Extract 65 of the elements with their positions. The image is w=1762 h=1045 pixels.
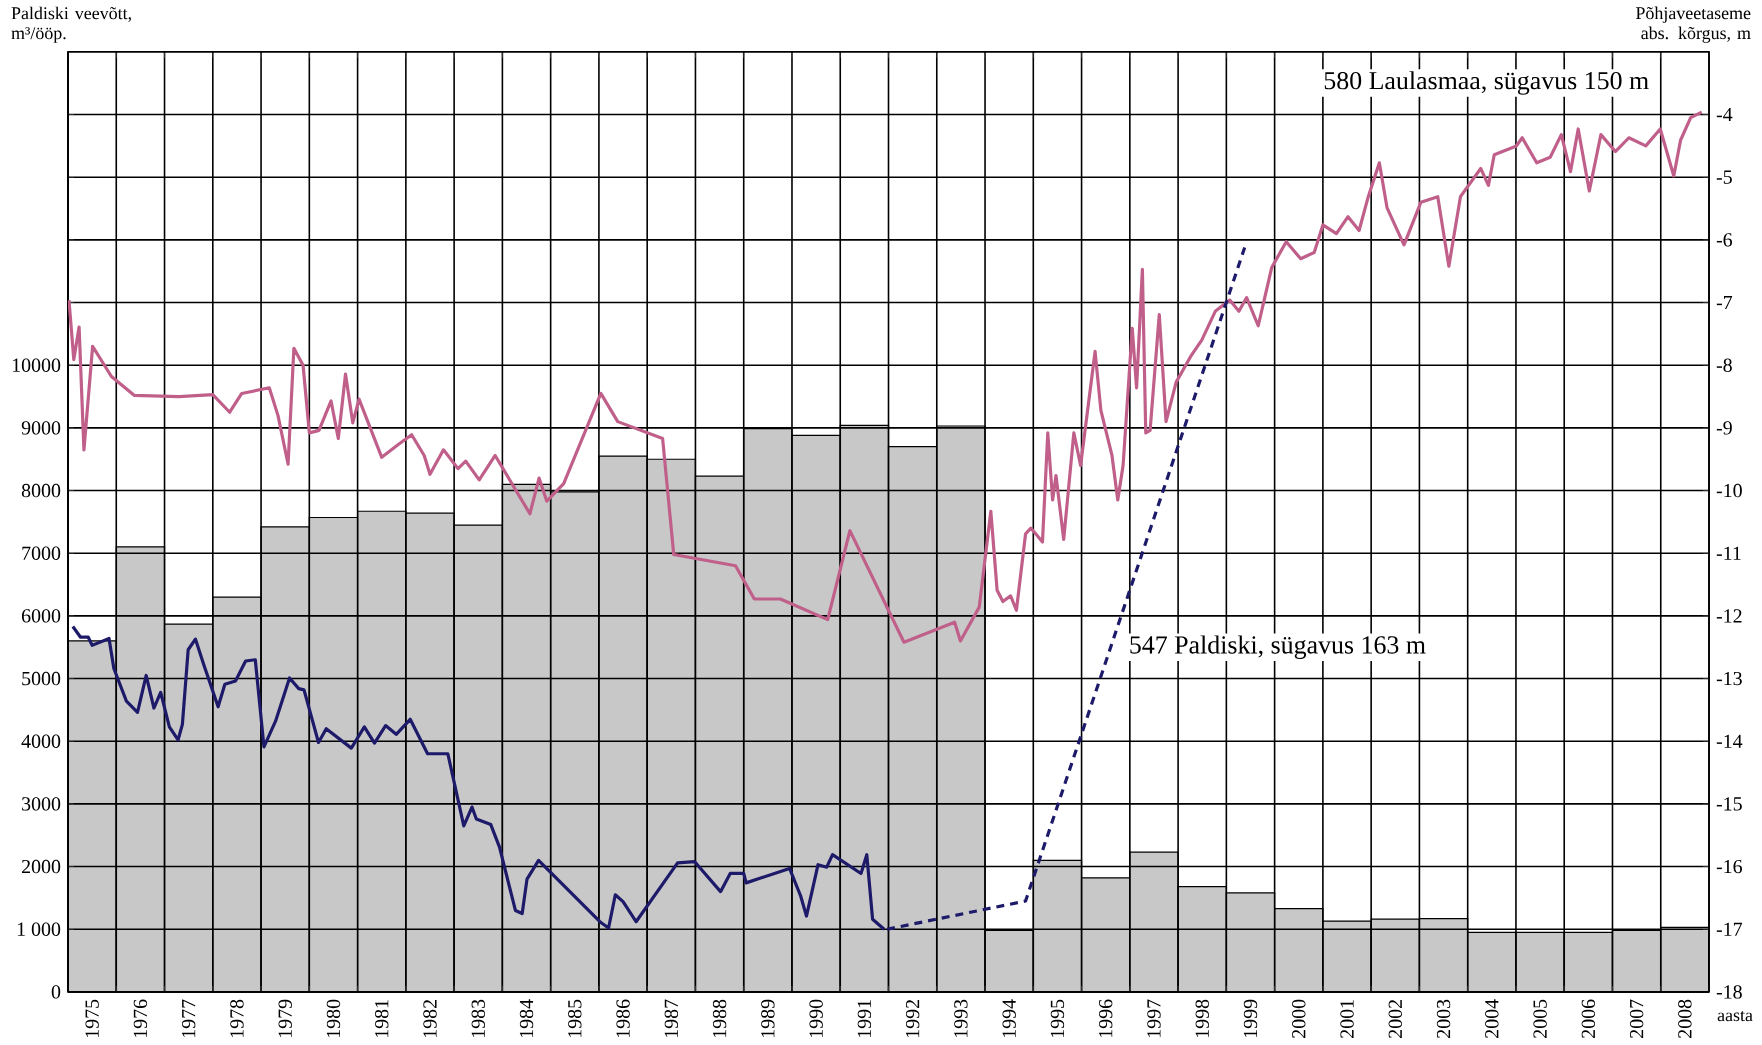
x-tick-label: 1981	[375, 999, 389, 1037]
y-tick-label: 1 000	[17, 922, 61, 936]
x-tick-label: 1999	[1243, 999, 1258, 1037]
x-tick-label: 1986	[616, 999, 630, 1037]
y-tick-label: 0	[51, 984, 61, 999]
x-tick-label: 1985	[568, 999, 582, 1037]
x-tick-label: 1993	[954, 999, 968, 1037]
y-axis-title: Paldiski veevõtt, m³/ööp.	[11, 6, 131, 43]
y2-tick-label: -17	[1716, 922, 1743, 936]
y-tick-label: 8000	[21, 483, 61, 498]
y2-tick-label: -9	[1716, 420, 1732, 435]
y2-tick-label: -6	[1716, 232, 1733, 247]
y2-tick-label: -14	[1716, 734, 1743, 748]
y2-tick-label: -5	[1716, 170, 1732, 184]
y-tick-label: 4000	[21, 734, 61, 748]
y2-tick-label: -4	[1716, 107, 1733, 121]
y-tick-label: 2000	[21, 859, 61, 874]
x-tick-label: 2007	[1629, 999, 1644, 1038]
y-tick-label: 9000	[21, 420, 61, 435]
x-tick-label: 1978	[230, 999, 244, 1037]
x-tick-label: 1979	[278, 999, 292, 1037]
annotation: 580 Laulasmaa, sügavus 150 m	[1324, 70, 1649, 95]
x-tick-label: 1989	[761, 999, 775, 1037]
x-tick-label: 1990	[809, 999, 823, 1037]
y2-tick-label: -10	[1716, 483, 1742, 498]
x-tick-label: 2004	[1485, 999, 1499, 1038]
y2-axis-title: Põhjaveetaseme abs. kõrgus, m	[1635, 6, 1751, 43]
y2-tick-label: -11	[1716, 546, 1741, 560]
x-tick-label: 1980	[326, 999, 341, 1037]
x-tick-label: 1988	[712, 999, 727, 1037]
y2-tick-label: -12	[1716, 609, 1742, 623]
y2-tick-label: -13	[1716, 671, 1742, 686]
x-tick-label: 1975	[85, 999, 99, 1037]
x-tick-label: 1983	[471, 999, 485, 1037]
y2-tick-label: -15	[1716, 797, 1742, 811]
y-tick-label: 6000	[21, 608, 61, 623]
x-tick-label: 2005	[1533, 999, 1547, 1038]
x-tick-label: 1982	[423, 999, 437, 1037]
x-tick-label: 1994	[1002, 999, 1016, 1037]
x-tick-label: 1998	[1195, 999, 1209, 1037]
x-tick-label: 2000	[1292, 999, 1306, 1038]
x-tick-label: 1992	[905, 999, 920, 1037]
x-tick-label: 1995	[1050, 999, 1065, 1037]
y2-tick-label: -16	[1716, 859, 1743, 874]
x-tick-label: 1977	[181, 999, 196, 1037]
x-tick-label: 2006	[1581, 999, 1596, 1038]
x-tick-label: 2001	[1340, 999, 1354, 1038]
x-tick-label: 2002	[1388, 999, 1402, 1038]
y2-tick-label: -18	[1716, 984, 1742, 999]
x-tick-label: 1976	[133, 999, 148, 1037]
y2-tick-label: -7	[1716, 295, 1733, 309]
y-tick-label: 3000	[22, 796, 61, 811]
x-tick-label: 2008	[1678, 999, 1692, 1038]
annotation: 547 Paldiski, sügavus 163 m	[1130, 635, 1426, 659]
y-tick-label: 7000	[22, 546, 61, 560]
x-tick-label: 1987	[664, 999, 679, 1037]
x-tick-label: 1996	[1099, 999, 1113, 1037]
x-tick-label: 1984	[519, 999, 534, 1037]
y2-tick-label: -8	[1716, 358, 1732, 372]
x-tick-label: 2003	[1436, 999, 1451, 1038]
y-tick-label: 5000	[22, 671, 61, 686]
x-tick-label: 1997	[1147, 999, 1161, 1037]
x-axis-title: aasta	[1717, 1010, 1753, 1022]
x-tick-label: 1991	[857, 999, 872, 1037]
y-tick-label: 10000	[12, 358, 61, 372]
